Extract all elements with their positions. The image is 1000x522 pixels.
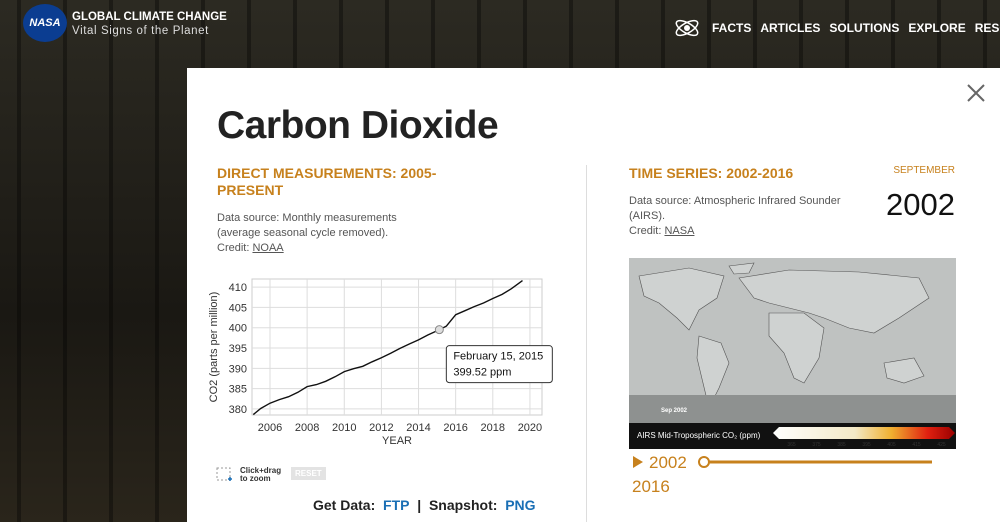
y-tick-label: 405 [229,302,247,314]
nav-item[interactable]: RESO [974,21,1000,35]
x-tick-label: 2014 [406,422,430,434]
month: SEPTEMBER [893,165,955,176]
nav-item[interactable]: EXPLORE [908,21,966,35]
text-line: Click+drag [240,466,282,475]
section-heading: DIRECT MEASUREMENTS: 2005-PRESENT [217,165,437,198]
y-tick-label: 395 [229,343,247,355]
slider-start: 2002 [649,453,687,472]
legend-title: AIRS Mid-Tropospheric CO₂ (ppm) [637,431,761,440]
text-line: to zoom [240,474,271,483]
text-line: (average seasonal cycle removed). [217,227,389,239]
play-button[interactable] [633,456,643,468]
continents [638,262,930,409]
legend-tick-label: 405 [887,442,896,448]
zoom-icon [216,467,232,481]
tooltip-box [445,345,553,384]
data-source: Data source: Atmospheric Infrared Sounde… [629,194,841,239]
x-tick-label: 2010 [332,422,356,434]
label: Credit: [217,242,250,254]
separator: | [417,497,422,513]
y-tick-label: 400 [229,323,247,335]
label: Get Data: [313,497,376,513]
y-axis-label: CO2 (parts per million) [208,292,220,403]
x-tick-label: 2012 [369,422,393,434]
tooltip-date: February 15, 2015 [453,351,543,363]
text-line: (AIRS). [629,210,666,222]
data-line [252,280,523,416]
label: Credit: [629,225,662,237]
section-heading: TIME SERIES: 2002-2016 [629,165,794,181]
year: 2002 [886,187,955,222]
label: Snapshot: [428,497,498,513]
nav-item[interactable]: ARTICLES [760,21,821,35]
nav-item[interactable]: FACTS [712,21,752,35]
y-tick-label: 380 [229,404,247,416]
nav-item[interactable]: SOLUTIONS [829,21,900,35]
x-tick-label: 2016 [443,422,467,434]
reset-button[interactable]: RESET [291,467,326,480]
tooltip-value: 399.52 ppm [453,367,511,379]
credit: Credit: NOAA [217,241,397,256]
data-source: Data source: Monthly measurements (avera… [217,211,397,256]
antarctica [629,395,956,423]
slider-handle[interactable] [698,456,710,468]
co2-map: Sep 2002 AIRS Mid-Tropospheric CO₂ (ppm) 3… [629,258,956,449]
map-date: Sep 2002 [661,408,688,414]
ftp-link[interactable]: FTP [383,497,410,513]
site-title[interactable]: GLOBAL CLIMATE CHANGE [72,11,227,23]
legend-tick-label: 415 [912,442,921,448]
x-tick-label: 2020 [518,422,542,434]
y-tick-label: 390 [229,363,247,375]
atom-icon[interactable] [673,14,701,42]
x-tick-label: 2006 [258,422,282,434]
text-line: Data source: Monthly measurements [217,212,397,224]
credit: Credit: NASA [629,224,841,239]
y-tick-label: 385 [229,384,247,396]
modal-title: Carbon Dioxide [217,104,499,147]
text-line: Data source: Atmospheric Infrared Sounde… [629,195,841,207]
time-slider[interactable]: 2002 2016 [629,450,959,500]
divider [586,165,587,522]
colorbar [773,427,955,439]
legend-tick-label: 385 [837,442,846,448]
legend-tick-label: 425 [937,442,946,448]
link[interactable]: NASA [664,225,695,237]
chart: 380 385 390 395 400 405 410 2006 2008 2010 2012 201… [208,278,553,447]
link[interactable]: NOAA [252,242,284,254]
nasa-logo[interactable]: NASA [23,4,67,42]
png-link[interactable]: PNG [505,497,536,513]
legend-tick-label: 395 [862,442,871,448]
slider-end: 2016 [632,477,670,496]
close-button[interactable] [965,82,987,104]
y-tick-label: 410 [229,282,247,294]
x-tick-label: 2008 [295,422,319,434]
site-subtitle: Vital Signs of the Planet [72,25,209,37]
legend-tick-label: 375 [812,442,821,448]
get-data: Get Data: FTP | Snapshot: PNG [313,497,536,513]
nav: FACTS ARTICLES SOLUTIONS EXPLORE RESO [712,21,1000,35]
x-axis-label: YEAR [382,435,412,447]
zoom-hint: Click+drag to zoom [240,467,281,483]
legend-tick-label: 365 [787,442,796,448]
hover-point [434,325,444,335]
x-tick-label: 2018 [481,422,505,434]
